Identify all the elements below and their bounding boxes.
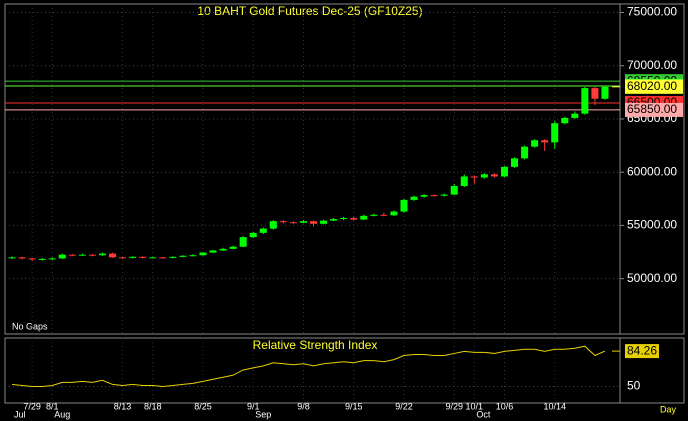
level-label: 65850.00 bbox=[627, 102, 677, 116]
candle-body bbox=[400, 199, 408, 212]
candle-body bbox=[199, 252, 207, 256]
x-tick-label: 9/8 bbox=[297, 401, 310, 411]
candle-body bbox=[139, 256, 147, 258]
candle-body bbox=[229, 246, 237, 249]
candle-body bbox=[109, 253, 117, 258]
candle-body bbox=[601, 86, 609, 99]
last-price-box bbox=[625, 79, 683, 94]
candle-body bbox=[500, 166, 508, 177]
candle-body bbox=[78, 254, 86, 256]
y-tick-label: 70000.00 bbox=[627, 58, 677, 72]
price-axis-frame bbox=[619, 3, 685, 335]
candle-body bbox=[370, 214, 378, 216]
x-tick-label: 9/22 bbox=[395, 401, 413, 411]
candle-body bbox=[58, 254, 66, 259]
y-tick-label: 50000.00 bbox=[627, 271, 677, 285]
candle-body bbox=[28, 258, 36, 260]
candle-body bbox=[88, 254, 96, 256]
candle-body bbox=[320, 220, 328, 224]
month-label: Sep bbox=[255, 409, 271, 419]
x-tick-label: 9/1 bbox=[247, 401, 260, 411]
candle-body bbox=[68, 254, 76, 256]
x-tick-label: 8/13 bbox=[114, 401, 132, 411]
candle-body bbox=[450, 186, 458, 195]
candle-body bbox=[189, 255, 197, 257]
candle-body bbox=[330, 219, 338, 221]
x-tick-label: 10/14 bbox=[543, 401, 566, 411]
note: No Gaps bbox=[12, 321, 48, 331]
candle-body bbox=[159, 257, 167, 259]
last-price-label: 68020.00 bbox=[627, 79, 677, 93]
candle-body bbox=[98, 253, 106, 256]
y-tick-label: 55000.00 bbox=[627, 218, 677, 232]
candle-body bbox=[511, 158, 519, 167]
candle-body bbox=[129, 256, 137, 258]
candle-body bbox=[480, 174, 488, 178]
candle-body bbox=[289, 222, 297, 224]
y-tick-label: 75000.00 bbox=[627, 5, 677, 19]
candle-body bbox=[279, 221, 287, 223]
candle-body bbox=[38, 258, 46, 260]
candle-body bbox=[591, 88, 599, 99]
rsi-panel bbox=[4, 337, 621, 404]
candle-body bbox=[18, 257, 26, 259]
candle-body bbox=[470, 176, 478, 178]
candle-body bbox=[561, 117, 569, 124]
candle-body bbox=[259, 228, 267, 233]
candle-body bbox=[410, 196, 418, 200]
level-box bbox=[625, 102, 683, 117]
candle-body bbox=[119, 257, 127, 259]
candle-body bbox=[249, 232, 257, 238]
candle-body bbox=[490, 174, 498, 177]
month-label: Oct bbox=[476, 409, 491, 419]
x-unit: Day bbox=[660, 404, 677, 414]
candle-body bbox=[360, 215, 368, 220]
candle-body bbox=[440, 194, 448, 196]
candle-body bbox=[269, 221, 277, 229]
candle-body bbox=[551, 123, 559, 143]
x-tick-label: 8/18 bbox=[144, 401, 162, 411]
x-tick-label: 7/29 bbox=[23, 401, 41, 411]
candle-body bbox=[340, 217, 348, 220]
candle-body bbox=[571, 113, 579, 118]
candle-body bbox=[179, 255, 187, 257]
candle-body bbox=[430, 195, 438, 197]
candle-body bbox=[350, 217, 358, 220]
candle-body bbox=[209, 250, 217, 253]
x-tick-label: 9/15 bbox=[345, 401, 363, 411]
x-tick-label: 9/29 bbox=[445, 401, 463, 411]
candle-body bbox=[239, 237, 247, 247]
candle-body bbox=[219, 248, 227, 251]
candle-body bbox=[420, 195, 428, 197]
candle-body bbox=[310, 221, 318, 224]
candle-body bbox=[531, 140, 539, 147]
candle-body bbox=[48, 258, 56, 260]
candle-body bbox=[299, 221, 307, 223]
rsi-title: Relative Strength Index bbox=[253, 338, 378, 352]
candle-body bbox=[169, 256, 177, 258]
candle-body bbox=[8, 257, 16, 259]
candle-body bbox=[149, 257, 157, 259]
x-tick-label: 8/25 bbox=[194, 401, 212, 411]
rsi-box bbox=[625, 344, 659, 359]
candle-body bbox=[521, 146, 529, 159]
candle-body bbox=[390, 211, 398, 216]
x-tick-label: 8/1 bbox=[46, 401, 59, 411]
y-tick-label: 50 bbox=[627, 379, 641, 393]
candle-body bbox=[581, 88, 589, 114]
candle-body bbox=[460, 176, 468, 187]
candle-body bbox=[380, 214, 388, 216]
candle-body bbox=[541, 140, 549, 143]
rsi-line bbox=[11, 345, 606, 388]
rsi-axis-frame bbox=[619, 337, 685, 404]
month-label: Aug bbox=[54, 409, 70, 419]
month-label: Jul bbox=[14, 409, 26, 419]
rsi-value-label: 84.26 bbox=[627, 343, 657, 357]
price-panel bbox=[4, 3, 621, 335]
x-tick-label: 10/6 bbox=[496, 401, 514, 411]
x-tick-label: 10/1 bbox=[466, 401, 484, 411]
y-tick-label: 60000.00 bbox=[627, 164, 677, 178]
chart-title: 10 BAHT Gold Futures Dec-25 (GF10Z25) bbox=[197, 4, 422, 18]
